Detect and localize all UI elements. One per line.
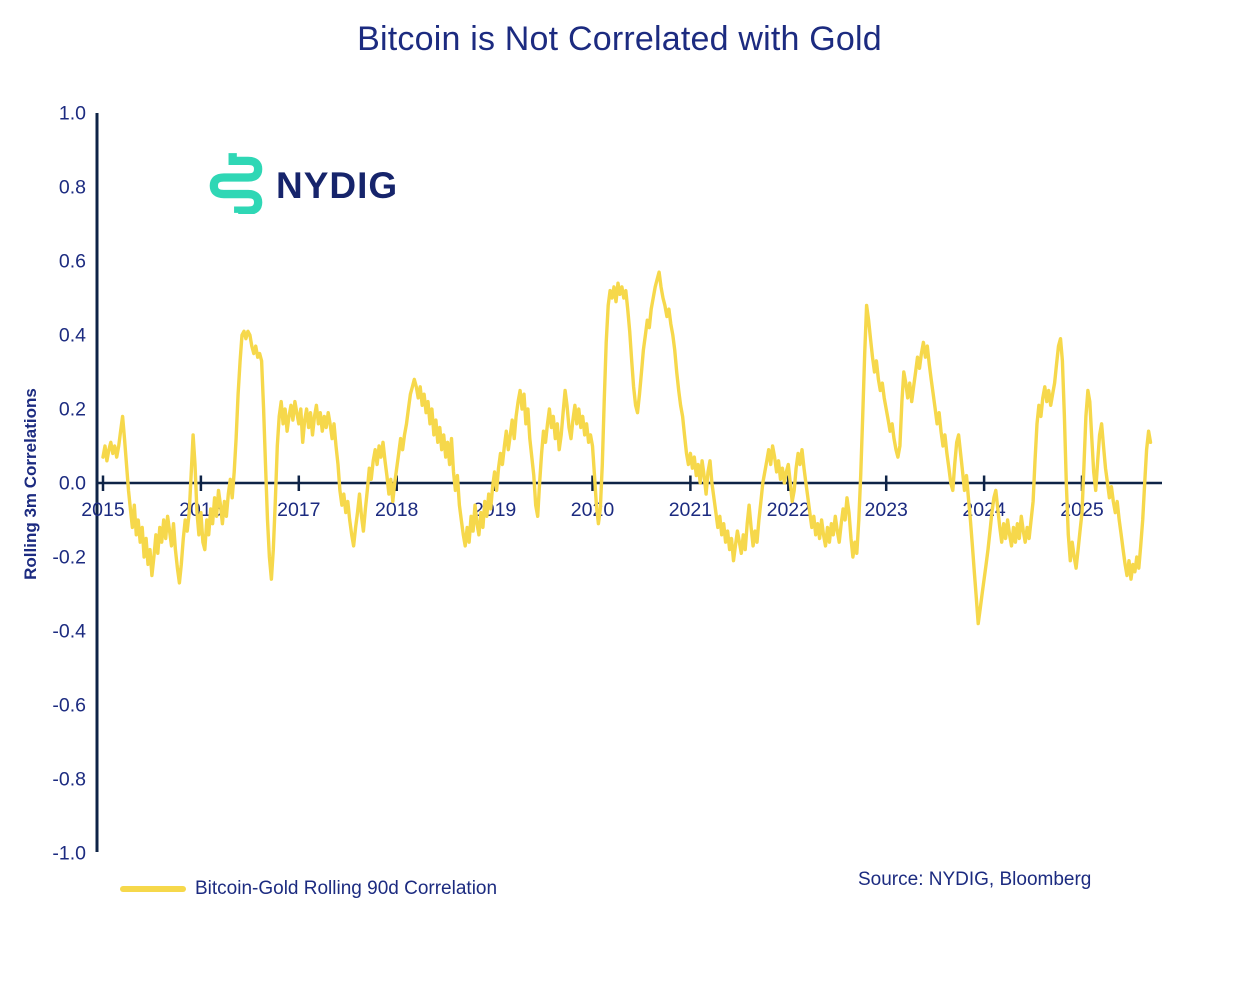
y-tick-label: 0.8 [59,177,86,199]
y-tick-label: 0.4 [59,325,86,347]
legend-label: Bitcoin-Gold Rolling 90d Correlation [195,878,498,899]
x-tick-label: 2015 [81,499,125,521]
y-tick-label: 0.2 [59,399,86,421]
x-tick-label: 2022 [767,499,810,521]
x-tick-label: 2021 [669,499,712,521]
y-tick-label: -1.0 [52,843,86,865]
x-tick-label: 2017 [277,499,320,521]
legend-line-swatch [120,886,186,892]
source-note: Source: NYDIG, Bloomberg [858,869,1092,890]
chart-legend: Bitcoin-Gold Rolling 90d Correlation [120,878,497,900]
x-tick-label: 2020 [571,499,615,521]
nydig-logo-text: NYDIG [276,164,399,206]
nydig-logo: NYDIG [208,152,398,219]
x-tick-label: 2024 [962,499,1006,521]
x-tick-label: 2018 [375,499,418,521]
nydig-logo-icon [208,152,264,219]
y-tick-label: -0.4 [52,621,86,643]
y-tick-label: 1.0 [59,103,86,125]
chart-title: Bitcoin is Not Correlated with Gold [357,20,882,58]
x-tick-label: 2023 [865,499,908,521]
bitcoin-gold-correlation-line [101,270,1153,626]
y-tick-label: -0.6 [52,695,86,717]
y-tick-label: -0.8 [52,769,86,791]
y-tick-label: 0.6 [59,251,86,273]
y-tick-label: -0.2 [52,547,86,569]
y-tick-label: 0.0 [59,473,86,495]
